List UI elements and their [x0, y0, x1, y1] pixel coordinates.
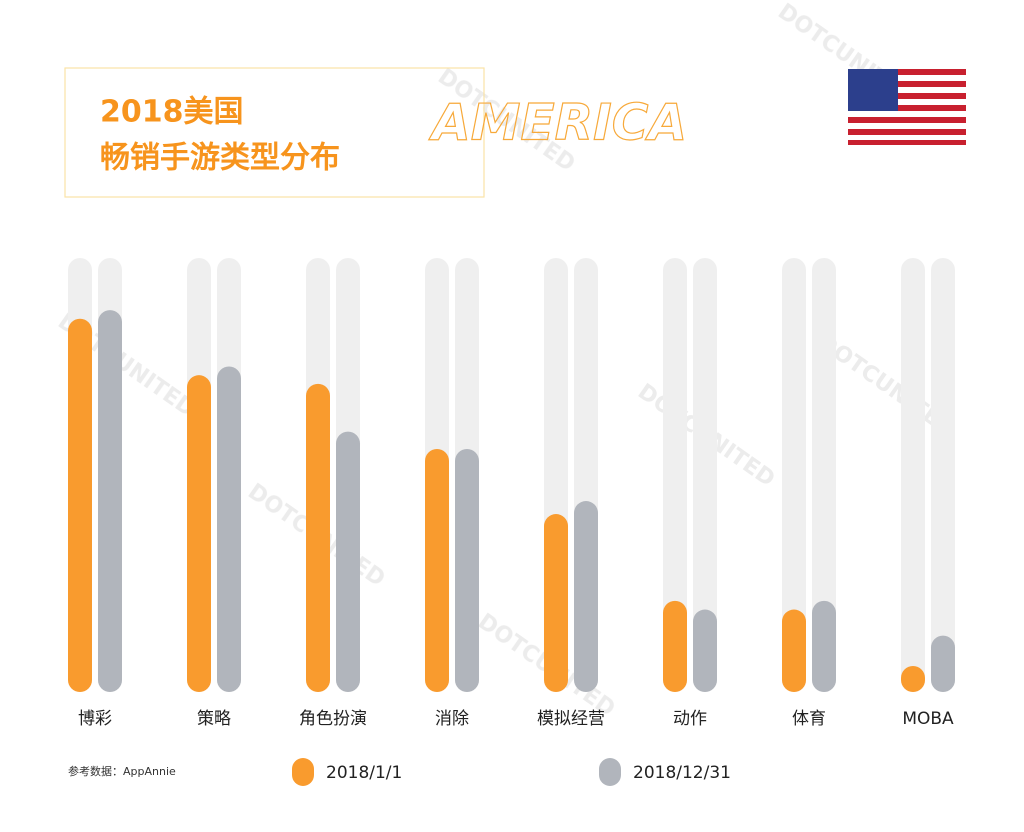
bar-track	[812, 258, 836, 692]
x-tick-label: MOBA	[902, 709, 954, 729]
x-tick-label: 策略	[197, 709, 231, 729]
bar	[812, 600, 836, 692]
legend-label: 2018/12/31	[633, 763, 731, 783]
legend-swatch	[292, 758, 314, 786]
legend-swatch	[599, 758, 621, 786]
bar-track	[693, 258, 717, 692]
bar	[901, 665, 925, 692]
bar	[68, 318, 92, 692]
chart-title: 2018美国	[100, 95, 244, 130]
x-tick-label: 体育	[792, 709, 826, 729]
bar	[931, 635, 955, 692]
bar	[425, 448, 449, 692]
bar	[693, 609, 717, 692]
x-tick-label: 博彩	[78, 709, 112, 729]
bar	[663, 600, 687, 692]
x-tick-label: 角色扮演	[299, 709, 367, 729]
bar	[455, 448, 479, 692]
bar	[187, 375, 211, 692]
bar	[782, 609, 806, 692]
bar-track	[901, 258, 925, 692]
x-tick-label: 消除	[435, 709, 469, 729]
legend-label: 2018/1/1	[326, 763, 402, 783]
chart-subtitle: 畅销手游类型分布	[100, 141, 340, 176]
bar	[336, 431, 360, 692]
flag	[848, 69, 966, 145]
bar-track	[931, 258, 955, 692]
annotation: AMERICA	[428, 94, 687, 152]
bar	[544, 514, 568, 692]
bar-track	[782, 258, 806, 692]
x-tick-label: 动作	[673, 709, 707, 729]
bar	[217, 366, 241, 692]
title-box	[64, 67, 485, 198]
bar	[98, 310, 122, 692]
bar-track	[663, 258, 687, 692]
x-tick-label: 模拟经营	[537, 709, 605, 729]
source-note: 参考数据：AppAnnie	[68, 764, 176, 778]
bar	[306, 383, 330, 692]
bar	[574, 501, 598, 692]
